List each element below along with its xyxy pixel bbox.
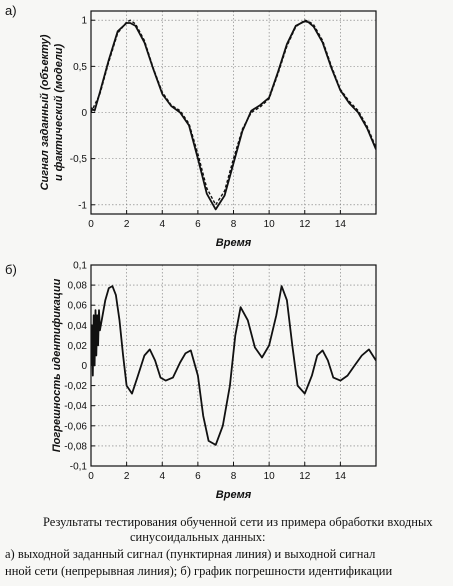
caption-line-2: синусоидальных данных: <box>130 530 266 544</box>
x-tick-label: 0 <box>88 471 94 482</box>
y-tick-label: 0,02 <box>68 341 88 352</box>
y-tick-label: -0,5 <box>70 154 88 165</box>
x-tick-label: 12 <box>299 471 311 482</box>
x-tick-label: 6 <box>195 471 201 482</box>
x-tick-label: 2 <box>124 219 130 230</box>
panel-b-label: б) <box>5 262 17 277</box>
y-tick-label: 0,08 <box>68 281 88 292</box>
y-tick-label: 1 <box>81 16 87 27</box>
x-tick-label: 8 <box>231 219 237 230</box>
y-tick-label: -0,08 <box>64 441 87 452</box>
series-line-0-1 <box>91 20 376 211</box>
x-tick-label: 6 <box>195 219 201 230</box>
x-tick-label: 14 <box>335 219 347 230</box>
y-tick-label: -0,1 <box>70 462 88 473</box>
x-tick-label: 10 <box>264 219 276 230</box>
x-tick-label: 12 <box>299 219 311 230</box>
y-axis-label: и фактический (модели) <box>53 43 65 181</box>
y-tick-label: -0,06 <box>64 421 87 432</box>
y-tick-label: 0,04 <box>68 321 88 332</box>
x-tick-label: 14 <box>335 471 347 482</box>
chart-b: 0 2 4 6 8 10 12 14 0,1 0,08 0,06 0,04 0,02 0 -0,02 -0,0… <box>51 261 377 501</box>
y-axis-label: Погрешность идентификации <box>51 278 63 452</box>
y-tick-label: 0,1 <box>73 261 87 272</box>
panel-a-label: а) <box>5 3 17 18</box>
y-tick-label: 0 <box>81 108 87 119</box>
x-axis-label: Время <box>216 237 252 249</box>
x-tick-label: 0 <box>88 219 94 230</box>
y-tick-label: 0 <box>81 361 87 372</box>
y-tick-label: -0,04 <box>64 401 87 412</box>
series-line-1-0 <box>91 285 376 446</box>
x-axis-label: Время <box>216 489 252 501</box>
x-tick-label: 4 <box>159 471 165 482</box>
x-tick-label: 10 <box>264 471 276 482</box>
chart-a: 0 2 4 6 8 10 12 14 1 0,5 0 -0,5 -1 Время Сигнал заданн… <box>39 10 377 249</box>
x-tick-label: 8 <box>231 471 237 482</box>
caption-line-4: нной сети (непрерывная линия); б) график… <box>5 564 393 578</box>
x-tick-label: 2 <box>124 471 130 482</box>
caption-line-3: а) выходной заданный сигнал (пунктирная … <box>5 547 376 561</box>
x-tick-label: 4 <box>159 219 165 230</box>
y-tick-label: -1 <box>78 200 87 211</box>
y-tick-label: 0,06 <box>68 301 88 312</box>
y-axis-label: Сигнал заданный (объекту) <box>39 34 51 190</box>
caption-line-1: Результаты тестирования обученной сети и… <box>43 515 433 529</box>
y-tick-label: -0,02 <box>64 381 87 392</box>
y-tick-label: 0,5 <box>73 62 87 73</box>
